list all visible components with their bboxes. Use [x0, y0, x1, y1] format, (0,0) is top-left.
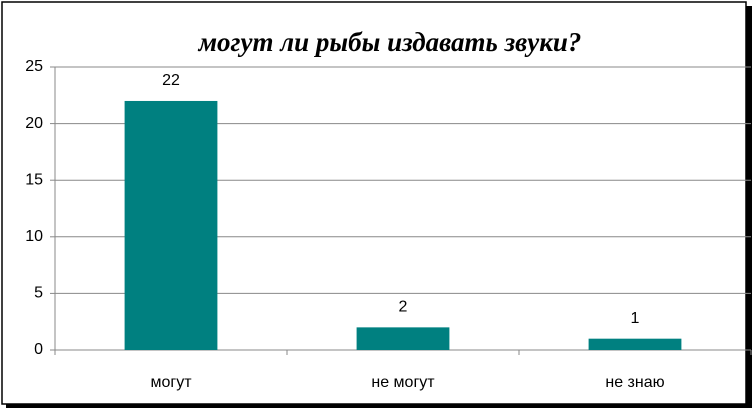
- x-tick-label: могут: [150, 374, 192, 391]
- y-tick-label: 15: [25, 171, 43, 188]
- y-tick-label: 0: [34, 341, 43, 358]
- data-label: 2: [399, 299, 408, 316]
- y-tick-label: 25: [25, 58, 43, 75]
- x-tick-label: не знаю: [605, 374, 664, 391]
- bar: [588, 338, 682, 350]
- data-label: 22: [162, 72, 180, 89]
- y-tick-label: 10: [25, 228, 43, 245]
- bar: [356, 327, 450, 350]
- chart-title: могут ли рыбы издавать звуки?: [198, 27, 582, 57]
- y-tick-label: 20: [25, 115, 43, 132]
- bar: [124, 100, 218, 351]
- y-tick-label: 5: [34, 285, 43, 302]
- x-tick-label: не могут: [371, 374, 435, 391]
- data-label: 1: [631, 310, 640, 327]
